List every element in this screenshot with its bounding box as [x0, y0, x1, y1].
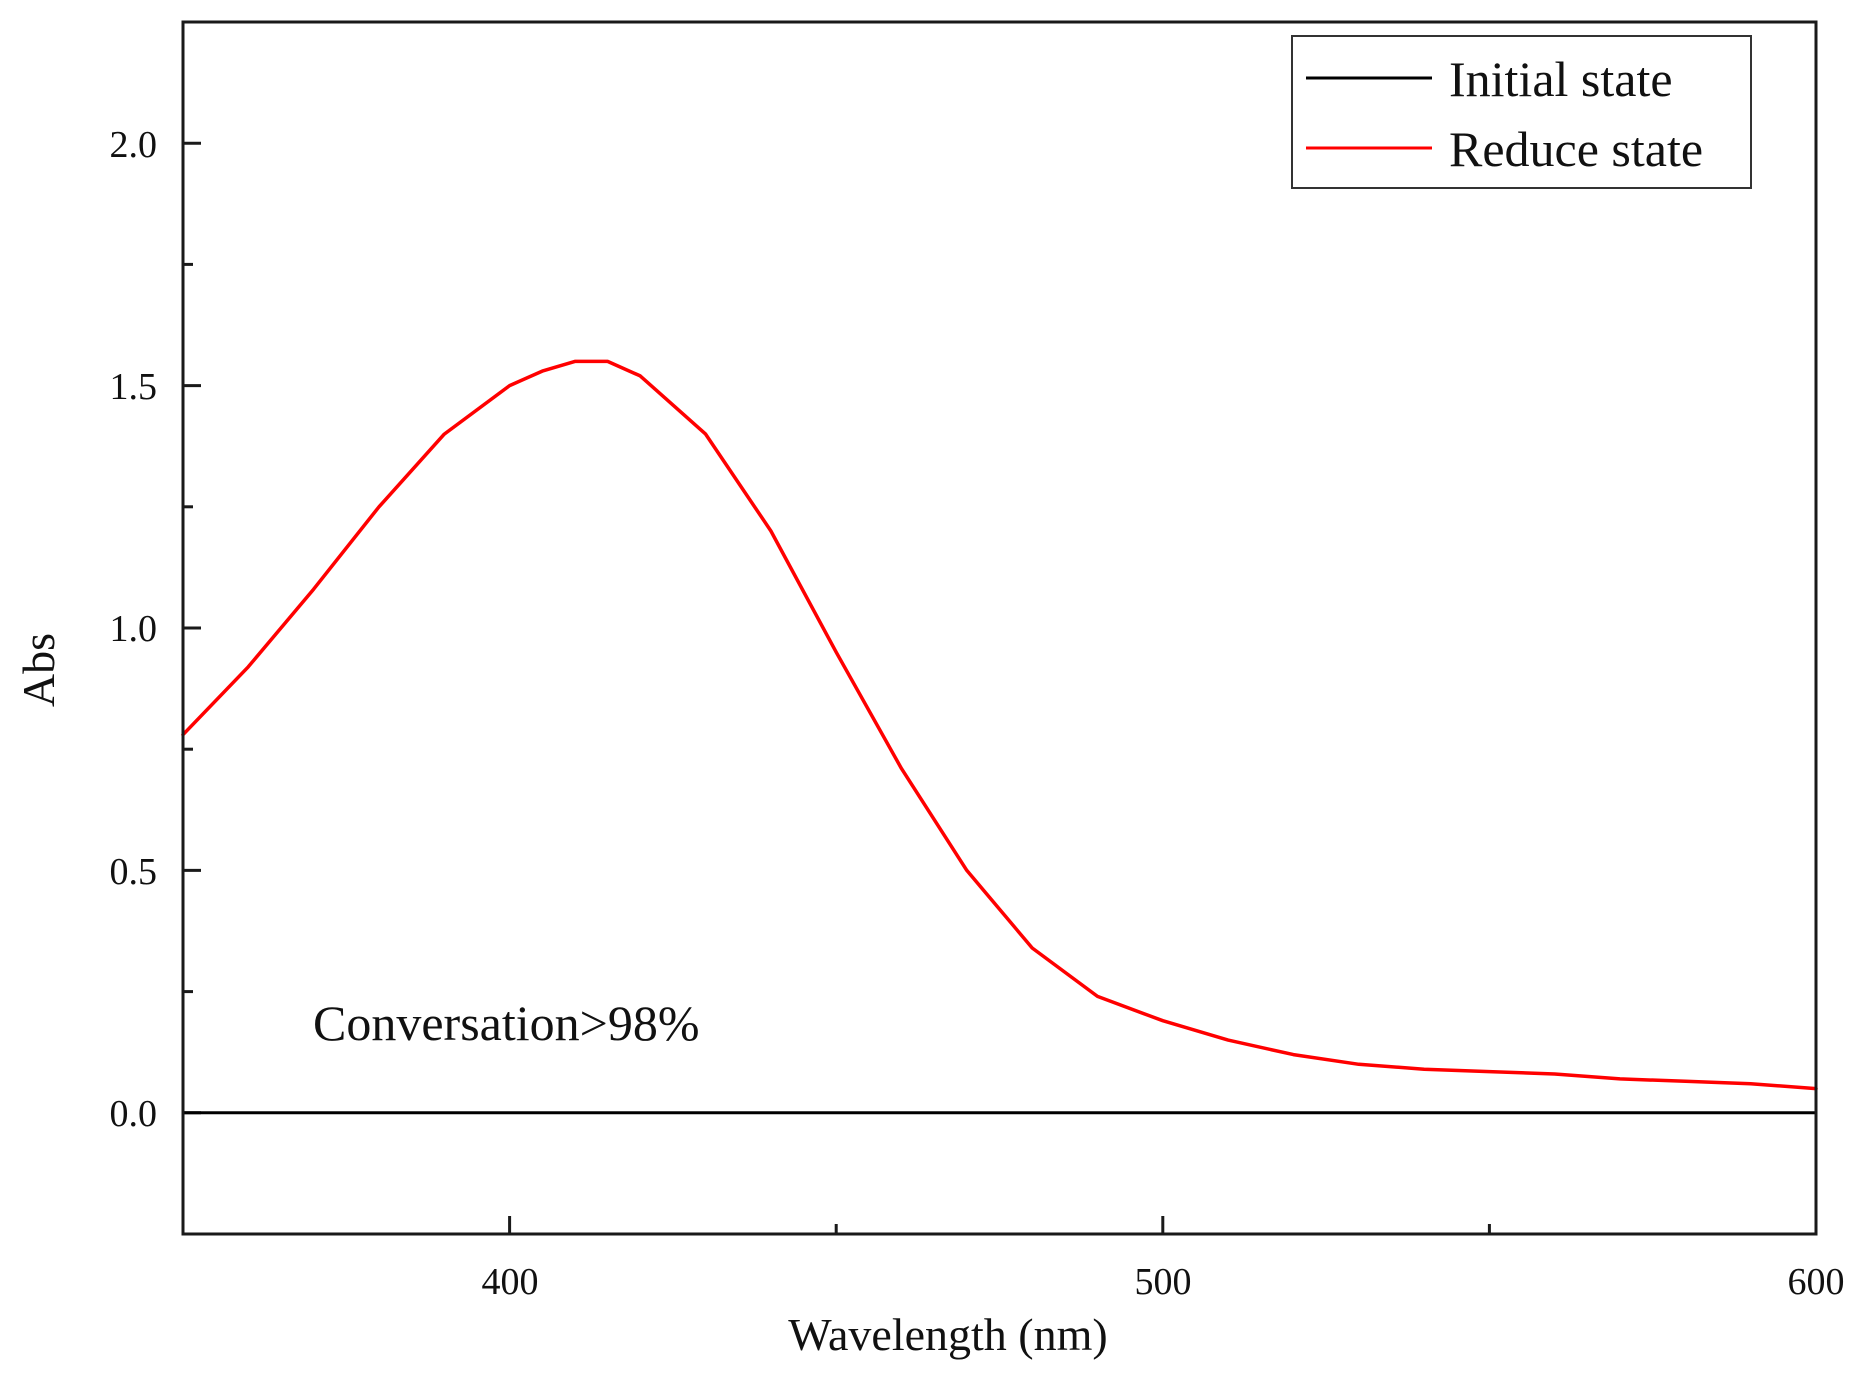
legend: Initial state Reduce state [1291, 35, 1752, 189]
legend-label-initial-state: Initial state [1449, 51, 1673, 107]
x-tick-labels: 400 500 600 [482, 1261, 1845, 1303]
y-tick-labels: 0.0 0.5 1.0 1.5 2.0 [110, 124, 158, 1135]
conversion-annotation: Conversation>98% [313, 995, 699, 1051]
x-tick-label-500: 500 [1135, 1261, 1192, 1303]
y-tick-label-0-5: 0.5 [110, 851, 158, 893]
x-tick-label-600: 600 [1788, 1261, 1845, 1303]
plot-frame [181, 20, 1818, 1236]
x-axis-label: Wavelength (nm) [788, 1309, 1107, 1360]
x-tick-label-400: 400 [482, 1261, 539, 1303]
legend-box [1291, 35, 1752, 189]
series-layer [181, 359, 1818, 1115]
y-tick-label-2-0: 2.0 [110, 124, 158, 166]
y-tick-label-0-0: 0.0 [110, 1093, 158, 1135]
y-axis-label: Abs [13, 633, 64, 707]
y-tick-label-1-5: 1.5 [110, 366, 158, 408]
legend-label-reduce-state: Reduce state [1449, 121, 1703, 177]
y-tick-label-1-0: 1.0 [110, 608, 158, 650]
series-line-reduce-state [181, 359, 1818, 1091]
